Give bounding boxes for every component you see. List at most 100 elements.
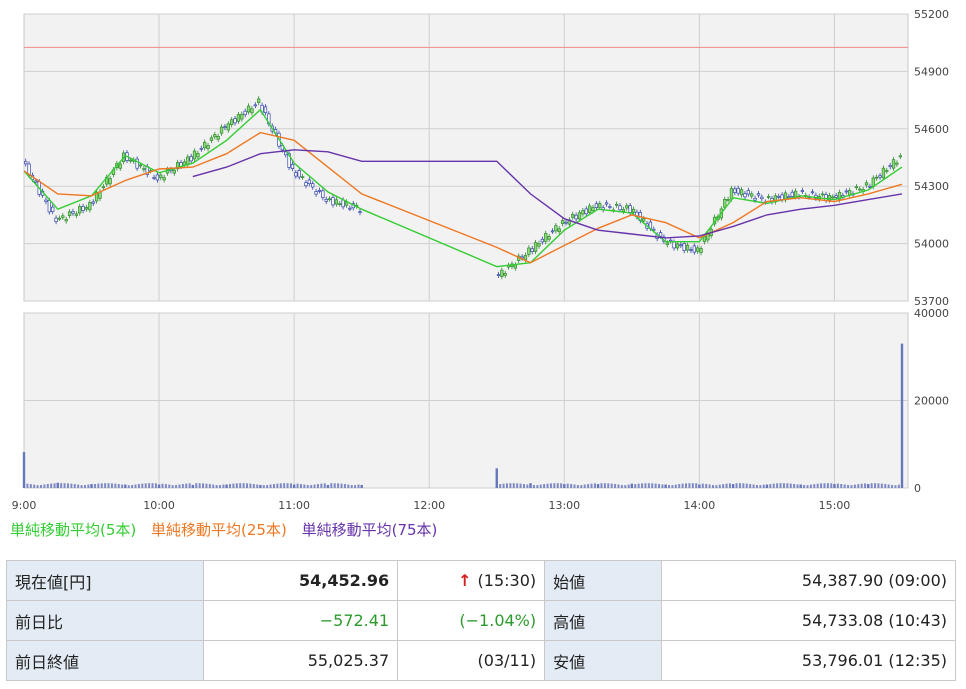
volume-bar — [144, 483, 147, 488]
volume-bar — [215, 485, 218, 488]
volume-bar — [789, 483, 792, 488]
volume-bar — [752, 484, 755, 488]
candle — [571, 213, 575, 218]
candle — [152, 177, 156, 179]
volume-bar — [46, 484, 49, 488]
volume-bar — [292, 484, 296, 488]
volume-bar — [803, 485, 806, 488]
y-tick-label: 54300 — [914, 180, 949, 193]
low-label: 安値 — [544, 640, 663, 681]
volume-bar — [77, 484, 80, 488]
candle — [513, 264, 517, 269]
volume-bar — [519, 483, 522, 488]
volume-bar — [560, 483, 563, 488]
candle — [625, 205, 629, 209]
candle — [642, 218, 646, 222]
candle — [155, 174, 160, 181]
volume-bar — [556, 483, 559, 488]
volume-bar — [573, 484, 576, 488]
candle — [895, 162, 899, 165]
candle — [760, 196, 764, 200]
x-tick-label: 12:00 — [413, 499, 445, 512]
volume-bar — [806, 485, 809, 488]
volume-bar — [43, 484, 46, 488]
candle — [192, 150, 197, 160]
volume-bar — [738, 483, 741, 488]
volume-bar — [549, 483, 552, 488]
candles — [24, 96, 902, 280]
candle — [618, 205, 622, 211]
grid-lines — [24, 13, 908, 489]
candle — [300, 176, 305, 179]
candle — [324, 198, 328, 202]
volume-bar — [590, 483, 593, 488]
volume-bar — [691, 483, 694, 488]
volume-bar — [661, 484, 664, 488]
volume-bar — [536, 485, 539, 488]
volume-bar — [262, 485, 265, 488]
x-tick-label: 15:00 — [819, 499, 851, 512]
volume-bar — [600, 483, 603, 488]
candle — [341, 199, 345, 208]
current-time: ↑ (15:30) — [397, 560, 546, 601]
volume-bar — [330, 483, 333, 488]
volume-bar — [22, 452, 26, 488]
volume-bar — [175, 485, 178, 488]
candle — [858, 188, 862, 191]
candle — [61, 215, 65, 218]
volume-bar — [671, 485, 674, 488]
candle — [250, 108, 254, 114]
candle — [875, 176, 879, 179]
candle — [766, 196, 771, 198]
candle — [67, 211, 72, 216]
volume-bar — [728, 483, 731, 488]
candle — [101, 186, 106, 189]
volume-bar — [718, 484, 721, 488]
candle — [672, 241, 676, 249]
volume-bar — [354, 485, 357, 488]
volume-bar — [522, 484, 525, 488]
volume-bar — [495, 468, 498, 488]
volume-bar — [678, 484, 681, 488]
candle — [189, 156, 193, 162]
candle — [631, 208, 636, 213]
volume-bar — [256, 484, 259, 488]
candle — [138, 164, 143, 167]
volume-bar — [576, 485, 579, 488]
prev-close-label: 前日終値 — [6, 640, 204, 681]
candle — [844, 190, 848, 193]
table-row: 現在値[円] 54,452.96 ↑ (15:30) 始値 54,387.90 (… — [6, 560, 956, 601]
candle — [108, 178, 112, 185]
candle — [696, 247, 700, 252]
candle — [888, 165, 892, 168]
volume-bar — [637, 483, 640, 488]
volume-bar — [249, 483, 252, 488]
volume-bar — [894, 485, 897, 488]
open-label: 始値 — [544, 560, 663, 601]
volume-bar — [53, 483, 56, 488]
volume-bar — [131, 485, 134, 488]
up-arrow-icon: ↑ — [458, 571, 472, 590]
change-pct: (−1.04%) — [397, 600, 546, 641]
candle — [196, 152, 200, 158]
volume-bar — [283, 483, 286, 488]
candle — [176, 162, 180, 170]
candle — [834, 195, 838, 198]
candle — [128, 159, 133, 162]
legend-ma25: 単純移動平均(25本) — [151, 521, 287, 539]
volume-bar — [820, 483, 823, 488]
volume-bar — [205, 483, 208, 488]
volume-bar — [583, 484, 586, 488]
volume-bar — [191, 484, 195, 488]
volume-bar — [70, 483, 73, 488]
x-tick-label: 10:00 — [143, 499, 175, 512]
legend-ma5: 単純移動平均(5本) — [10, 521, 137, 539]
volume-bar — [93, 483, 96, 488]
volume-bar — [644, 483, 647, 488]
volume-bar — [695, 483, 698, 488]
candle — [658, 232, 663, 237]
volume-bar — [853, 484, 856, 488]
candle — [71, 211, 75, 214]
volume-bar — [880, 483, 883, 488]
volume-bar — [127, 485, 130, 488]
